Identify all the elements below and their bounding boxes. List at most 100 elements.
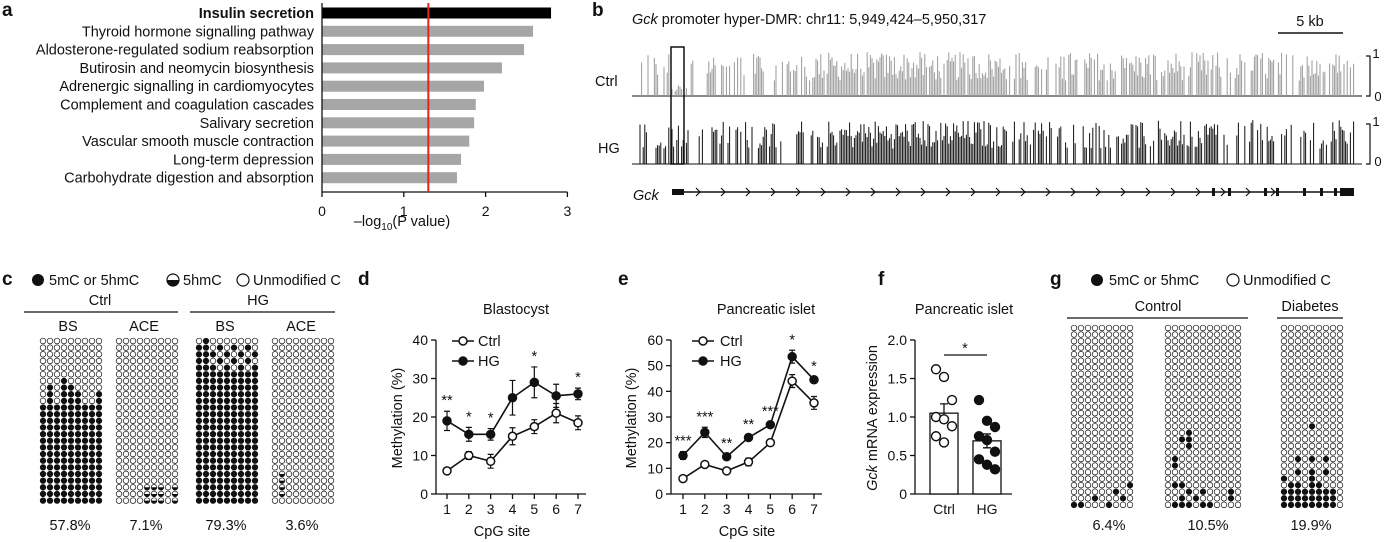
control-a-dot (1070, 436, 1078, 443)
control-b-dot (1185, 337, 1193, 345)
bs-hg-dot (195, 391, 203, 398)
diabetes-dot (1294, 475, 1302, 482)
bs-hg-dot (209, 364, 217, 371)
data-point-hg-1 (973, 394, 985, 406)
bs-ctrl-dot (46, 464, 54, 471)
ace-hg-dot (285, 391, 293, 398)
diabetes-dot (1329, 324, 1337, 332)
ace-ctrl-dot (164, 404, 172, 411)
gene-exon-5 (1276, 188, 1279, 196)
bs-ctrl-dot (81, 337, 89, 345)
bs-hg-dot (216, 417, 224, 424)
diabetes-dot (1315, 351, 1323, 358)
bs-hg-dot (223, 457, 231, 464)
diabetes-dot (1336, 501, 1344, 509)
control-a-dot (1126, 331, 1134, 338)
y-tick-label-60: 60 (647, 332, 663, 348)
control-a-dot (1084, 383, 1092, 391)
control-b-dot (1220, 390, 1228, 397)
bs-hg-dot (202, 391, 210, 398)
bs-hg-dot (230, 457, 238, 464)
bs-hg-dot (195, 477, 203, 484)
control-b-dot (1220, 416, 1228, 423)
ace-hg-dot (285, 337, 293, 345)
bs-hg-dot (244, 351, 252, 358)
ace-ctrl-dot (164, 477, 172, 484)
ace-hg-dot (292, 470, 300, 478)
control-b-dot (1171, 324, 1179, 332)
ace-ctrl-dot (129, 484, 137, 491)
data-point-hg-9 (989, 464, 1001, 475)
control-a-dot (1119, 488, 1127, 495)
diabetes-dot (1294, 495, 1302, 502)
diabetes-dot (1294, 344, 1302, 351)
y-tick-label-30: 30 (412, 371, 428, 387)
control-b-dot (1206, 364, 1214, 371)
control-b-dot (1234, 501, 1242, 509)
bs-hg-dot (195, 337, 203, 345)
control-a-dot (1126, 482, 1134, 489)
bs-hg-dot (244, 464, 252, 471)
control-b-dot (1199, 495, 1207, 502)
control-a-dot (1098, 436, 1106, 443)
diabetes-dot (1315, 390, 1323, 397)
ace-hg-dot (306, 371, 314, 378)
control-b-dot (1171, 416, 1179, 423)
diabetes-dot (1287, 383, 1295, 391)
bs-ctrl-dot (81, 424, 89, 431)
bs-hg-dot (202, 457, 210, 464)
bs-hg-dot (209, 404, 217, 411)
control-a-dot (1112, 436, 1120, 443)
diabetes-dot (1308, 475, 1316, 482)
control-b-dot (1213, 403, 1221, 410)
bs-ctrl-dot (67, 477, 75, 484)
bs-ctrl-dot (74, 397, 82, 405)
control-b-dot (1220, 357, 1228, 364)
bs-ctrl-dot (39, 430, 47, 438)
ace-hg-dot (278, 391, 286, 398)
diabetes-dot (1294, 462, 1302, 469)
ctrl-ymin: 0 (1374, 89, 1381, 104)
bs-hg-dot (223, 391, 231, 398)
control-a-dot (1105, 442, 1113, 450)
diabetes-dot (1322, 357, 1330, 364)
control-a-dot (1112, 449, 1120, 456)
ace-hg-dot (313, 371, 321, 378)
panel-d-legend-hg: HG (478, 354, 500, 370)
control-b-dot (1213, 383, 1221, 391)
legend-open-dot-g (1226, 273, 1240, 287)
bs-hg-dot (251, 497, 259, 504)
diabetes-dot (1336, 449, 1344, 456)
diabetes-dot (1308, 468, 1316, 476)
ace-ctrl-dot (122, 497, 130, 504)
bs-hg-dot (209, 344, 217, 351)
ace-hg-dot (285, 357, 293, 365)
bs-ctrl-dot (95, 464, 103, 471)
diabetes-dot (1280, 364, 1288, 371)
bs-hg-dot (230, 371, 238, 378)
diabetes-dot (1322, 429, 1330, 436)
control-b-dot (1178, 364, 1186, 371)
control-b-dot (1213, 331, 1221, 338)
bs-ctrl-dot (95, 490, 103, 498)
diabetes-dot (1294, 337, 1302, 345)
point-hg-4 (743, 432, 754, 443)
ace-hg-dot (285, 444, 293, 451)
control-b-dot (1234, 410, 1242, 417)
diabetes-dot (1315, 449, 1323, 456)
ace-hg-dot (320, 417, 328, 424)
control-a-dot (1091, 495, 1099, 502)
bs-hg-dot (223, 477, 231, 484)
control-b-dot (1213, 436, 1221, 443)
control-b-dot (1192, 488, 1200, 495)
col-label-ace-hg: ACE (286, 319, 316, 335)
category-label-10: Carbohydrate digestion and absorption (64, 171, 314, 187)
control-b-dot (1213, 475, 1221, 482)
control-b-dot (1199, 482, 1207, 489)
control-b-dot (1206, 455, 1214, 463)
bs-hg-dot (216, 437, 224, 444)
bs-hg-dot (195, 424, 203, 431)
control-a-dot (1077, 383, 1085, 391)
ace-hg-dot (320, 444, 328, 451)
panel-b-methylation-tracks: Gck promoter hyper-DMR: chr11: 5,949,424… (595, 12, 1382, 204)
